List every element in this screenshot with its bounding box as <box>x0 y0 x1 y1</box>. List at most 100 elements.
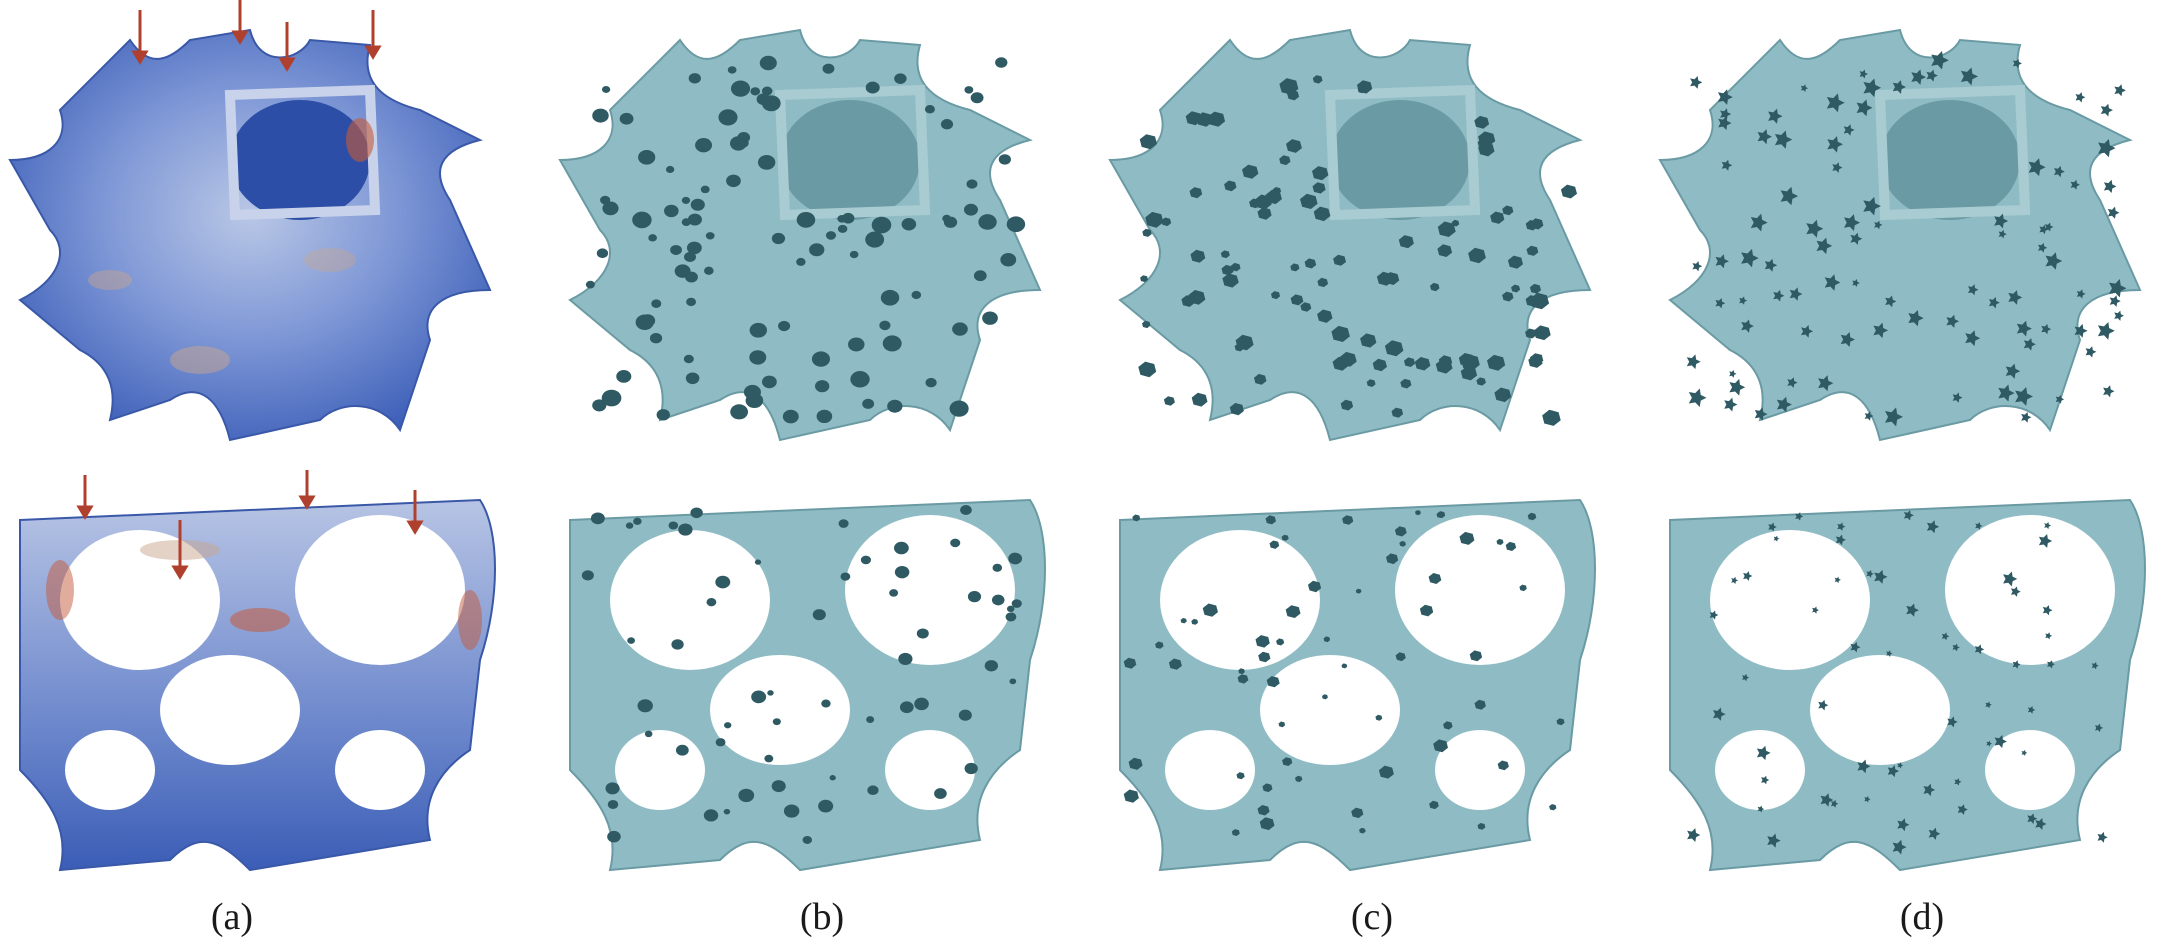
caption-a: (a) <box>210 896 254 938</box>
hole <box>1304 258 1317 269</box>
hole <box>1789 287 1803 301</box>
hole <box>625 522 634 529</box>
hole <box>1142 228 1152 237</box>
hole <box>1928 827 1941 840</box>
hole <box>862 398 875 409</box>
hole <box>1768 522 1777 532</box>
hole <box>2114 310 2124 321</box>
hole <box>1258 651 1271 663</box>
hole <box>1278 721 1286 728</box>
hole <box>688 73 701 84</box>
hole <box>796 257 806 266</box>
hole <box>1560 184 1577 199</box>
hole <box>1864 411 1874 421</box>
hole <box>1908 310 1924 327</box>
hole <box>818 799 834 813</box>
hole <box>1433 739 1448 753</box>
hole <box>2027 706 2036 714</box>
hole <box>671 639 684 650</box>
hole <box>1985 701 1992 709</box>
hole <box>1478 142 1495 157</box>
hole <box>1874 220 1883 230</box>
hole <box>632 211 652 229</box>
hole <box>1236 772 1245 780</box>
hole <box>1477 823 1486 830</box>
hole <box>1005 612 1017 622</box>
hole <box>1202 603 1218 617</box>
hole <box>1312 75 1323 84</box>
hole <box>1774 130 1793 149</box>
hole <box>1496 538 1504 545</box>
hole <box>1145 211 1164 228</box>
hole <box>1505 541 1517 551</box>
hole <box>1478 131 1496 147</box>
hole <box>894 566 910 579</box>
hole <box>1459 531 1475 545</box>
hole <box>670 244 682 255</box>
hole <box>1530 218 1544 230</box>
hole <box>761 95 781 112</box>
hole <box>605 782 620 795</box>
hole <box>1234 343 1244 352</box>
hole <box>727 66 737 74</box>
hole <box>761 375 777 389</box>
hole <box>949 400 969 417</box>
hole <box>1132 514 1141 522</box>
hole <box>1189 187 1203 199</box>
hole <box>1391 407 1404 418</box>
hole <box>782 409 799 424</box>
hole <box>638 150 656 165</box>
hole <box>880 289 900 306</box>
hole <box>1339 351 1357 367</box>
hole <box>2047 660 2055 669</box>
hole <box>1717 89 1733 105</box>
hole <box>2045 632 2053 640</box>
hole <box>995 57 1008 68</box>
hole <box>816 409 833 424</box>
hole <box>1926 520 1940 534</box>
hole <box>1384 272 1400 285</box>
hole <box>1271 291 1281 300</box>
hole <box>1859 69 1868 79</box>
hole <box>1721 159 1733 171</box>
hole <box>1257 207 1272 220</box>
hole <box>1757 805 1765 813</box>
hole <box>1279 155 1291 166</box>
hole <box>838 519 849 528</box>
hole <box>1720 108 1732 120</box>
panel-c-top <box>1100 0 1610 470</box>
hole <box>1222 273 1239 288</box>
hole <box>1502 205 1514 216</box>
panel-c-bottom <box>1100 470 1610 890</box>
hole <box>2091 662 2099 670</box>
stress-surface-top-image <box>8 0 492 442</box>
hole <box>1866 570 1874 578</box>
hole <box>1419 604 1434 617</box>
hole <box>1220 250 1230 259</box>
hole <box>1469 650 1483 662</box>
hole <box>1230 262 1241 272</box>
hole <box>1525 328 1537 339</box>
hole <box>1968 284 1979 296</box>
hole <box>973 270 987 282</box>
hole <box>700 185 710 194</box>
hole <box>1123 789 1139 803</box>
hole <box>726 174 741 188</box>
hole <box>1756 745 1771 761</box>
hole <box>1398 235 1414 249</box>
hole <box>1249 198 1261 209</box>
hole <box>1281 534 1289 541</box>
hole <box>2074 323 2088 338</box>
hole <box>924 104 935 114</box>
hole <box>1282 757 1293 766</box>
hole <box>1224 180 1237 192</box>
hole <box>2045 252 2063 270</box>
hole <box>871 216 892 234</box>
hole <box>600 195 611 205</box>
hole <box>1317 309 1333 323</box>
hole <box>1830 799 1839 808</box>
hole <box>1279 78 1299 95</box>
hole <box>2010 586 2021 597</box>
hole <box>1128 757 1143 770</box>
hole <box>916 628 929 639</box>
